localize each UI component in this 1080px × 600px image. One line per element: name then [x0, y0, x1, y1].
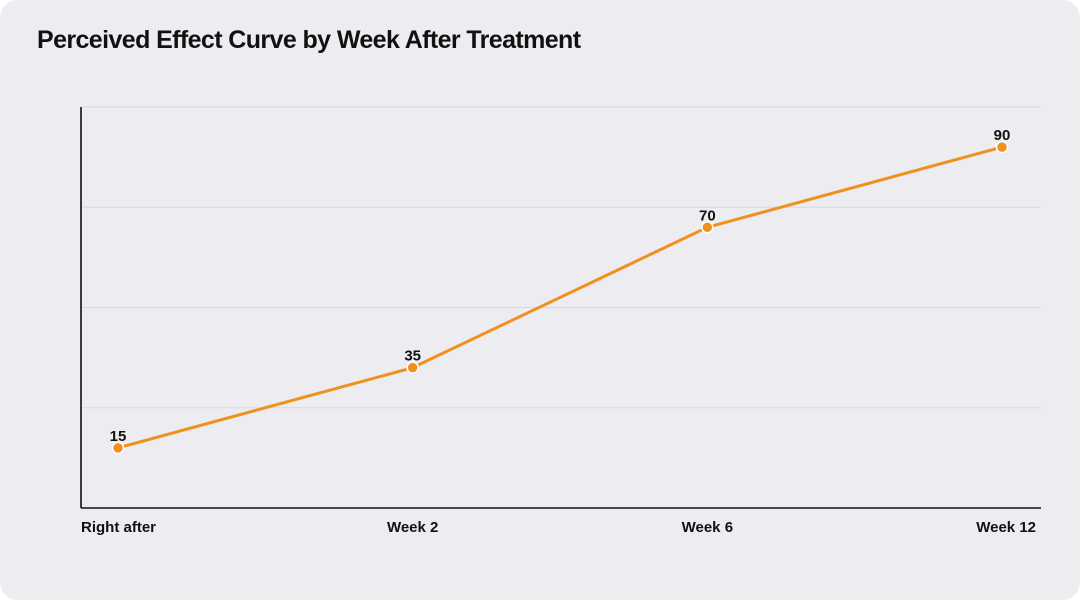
- chart-title: Perceived Effect Curve by Week After Tre…: [37, 26, 581, 54]
- data-point: [995, 140, 1009, 154]
- data-point: [111, 441, 125, 455]
- x-tick-label: Week 6: [682, 519, 733, 536]
- data-point: [701, 221, 714, 234]
- series-layer: [111, 140, 1009, 455]
- labels-layer: Right after Week 2 Week 6 Week 12 15 35 70 90: [81, 127, 1036, 536]
- x-tick-label: Week 12: [976, 519, 1036, 536]
- x-tick-label: Right after: [81, 519, 156, 536]
- data-label: 15: [110, 428, 127, 445]
- data-label: 35: [404, 348, 421, 365]
- data-label: 70: [699, 207, 716, 224]
- series-line: [116, 145, 1004, 450]
- grid-lines: [81, 106, 1041, 409]
- data-label: 90: [994, 127, 1011, 144]
- axes: [80, 107, 1041, 509]
- x-tick-label: Week 2: [387, 519, 438, 536]
- data-point: [406, 361, 419, 374]
